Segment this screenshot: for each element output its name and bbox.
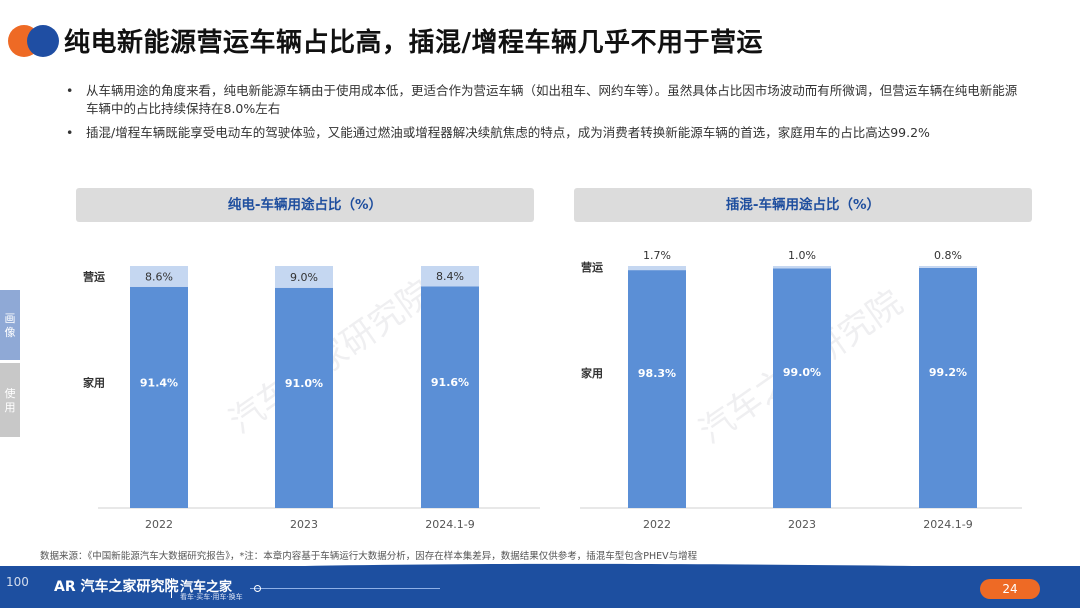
series-label-home: 家用 — [83, 375, 105, 389]
side-tab-profile[interactable]: 画像 — [0, 290, 20, 360]
slide-title: 纯电新能源营运车辆占比高，插混/增程车辆几乎不用于营运 — [64, 28, 763, 58]
chart-title-bev: 纯电-车辆用途占比（%） — [76, 188, 534, 222]
bullet-marker: • — [66, 83, 74, 98]
bullet-text: 从车辆用途的角度来看，纯电新能源车辆由于使用成本低，更适合作为营运车辆（如出租车… — [86, 83, 1018, 116]
label-home-1: 91.0% — [285, 377, 323, 390]
series-label-home: 家用 — [581, 366, 603, 380]
label-commercial-2: 0.8% — [934, 249, 962, 262]
label-commercial-1: 1.0% — [788, 249, 816, 262]
footer-bar — [0, 566, 1080, 608]
footer-decor-node — [254, 585, 261, 592]
bev-usage-chart: 91.4% 8.6% 2022 91.0% 9.0% 2023 91.6% 8.4% 2024.… — [83, 266, 540, 531]
category-label-2: 2024.1-9 — [425, 518, 474, 531]
series-label-commercial: 营运 — [83, 269, 105, 283]
label-commercial-1: 9.0% — [290, 271, 318, 284]
brand-slogan: 看车·买车·用车·换车 — [180, 593, 243, 601]
category-label-1: 2023 — [788, 518, 816, 531]
bar-home-2 — [919, 267, 977, 508]
label-home-0: 91.4% — [140, 376, 178, 389]
label-home-2: 91.6% — [431, 376, 469, 389]
category-label-0: 2022 — [145, 518, 173, 531]
bar-commercial-1 — [275, 266, 333, 288]
label-home-0: 98.3% — [638, 367, 676, 380]
bullet-item: • 插混/增程车辆既能享受电动车的驾驶体验，又能通过燃油或增程器解决续航焦虑的特… — [64, 124, 1024, 142]
bar-commercial-0 — [130, 266, 188, 287]
category-label-0: 2022 — [643, 518, 671, 531]
footer-decor-line — [250, 588, 440, 589]
bar-home-1 — [773, 268, 831, 508]
autohome-brand: 汽车之家 — [180, 580, 233, 595]
bullet-list: • 从车辆用途的角度来看，纯电新能源车辆由于使用成本低，更适合作为营运车辆（如出… — [64, 82, 1024, 148]
bar-home-2 — [421, 286, 479, 508]
category-label-2: 2024.1-9 — [923, 518, 972, 531]
label-home-1: 99.0% — [783, 366, 821, 379]
phev-usage-chart: 98.3% 1.7% 2022 99.0% 1.0% 2023 99.2% 0.8% 2024.… — [580, 249, 1022, 531]
bar-commercial-0 — [628, 266, 686, 271]
bar-commercial-2 — [919, 266, 977, 268]
label-commercial-2: 8.4% — [436, 270, 464, 283]
bullet-marker: • — [66, 125, 74, 140]
category-label-1: 2023 — [290, 518, 318, 531]
footer-divider — [171, 578, 172, 598]
bar-commercial-1 — [773, 266, 831, 269]
label-commercial-0: 8.6% — [145, 270, 173, 283]
bar-home-0 — [130, 286, 188, 508]
bullet-text: 插混/增程车辆既能享受电动车的驾驶体验，又能通过燃油或增程器解决续航焦虑的特点，… — [86, 125, 930, 140]
chart-title-phev: 插混-车辆用途占比（%） — [574, 188, 1032, 222]
label-home-2: 99.2% — [929, 366, 967, 379]
brand-dots-logo — [8, 23, 60, 59]
bar-home-0 — [628, 270, 686, 508]
corner-badge: 100 — [6, 575, 29, 589]
series-label-commercial: 营运 — [581, 260, 603, 274]
bar-commercial-2 — [421, 266, 479, 287]
bullet-item: • 从车辆用途的角度来看，纯电新能源车辆由于使用成本低，更适合作为营运车辆（如出… — [64, 82, 1024, 118]
label-commercial-0: 1.7% — [643, 249, 671, 262]
page-number: 24 — [980, 579, 1040, 599]
bar-home-1 — [275, 287, 333, 508]
data-source-note: 数据来源：《中国新能源汽车大数据研究报告》，*注：本章内容基于车辆运行大数据分析… — [40, 551, 698, 562]
blue-dot — [27, 25, 59, 57]
institute-logo: AR 汽车之家研究院 — [54, 579, 179, 595]
side-tab-usage[interactable]: 使用 — [0, 363, 20, 437]
